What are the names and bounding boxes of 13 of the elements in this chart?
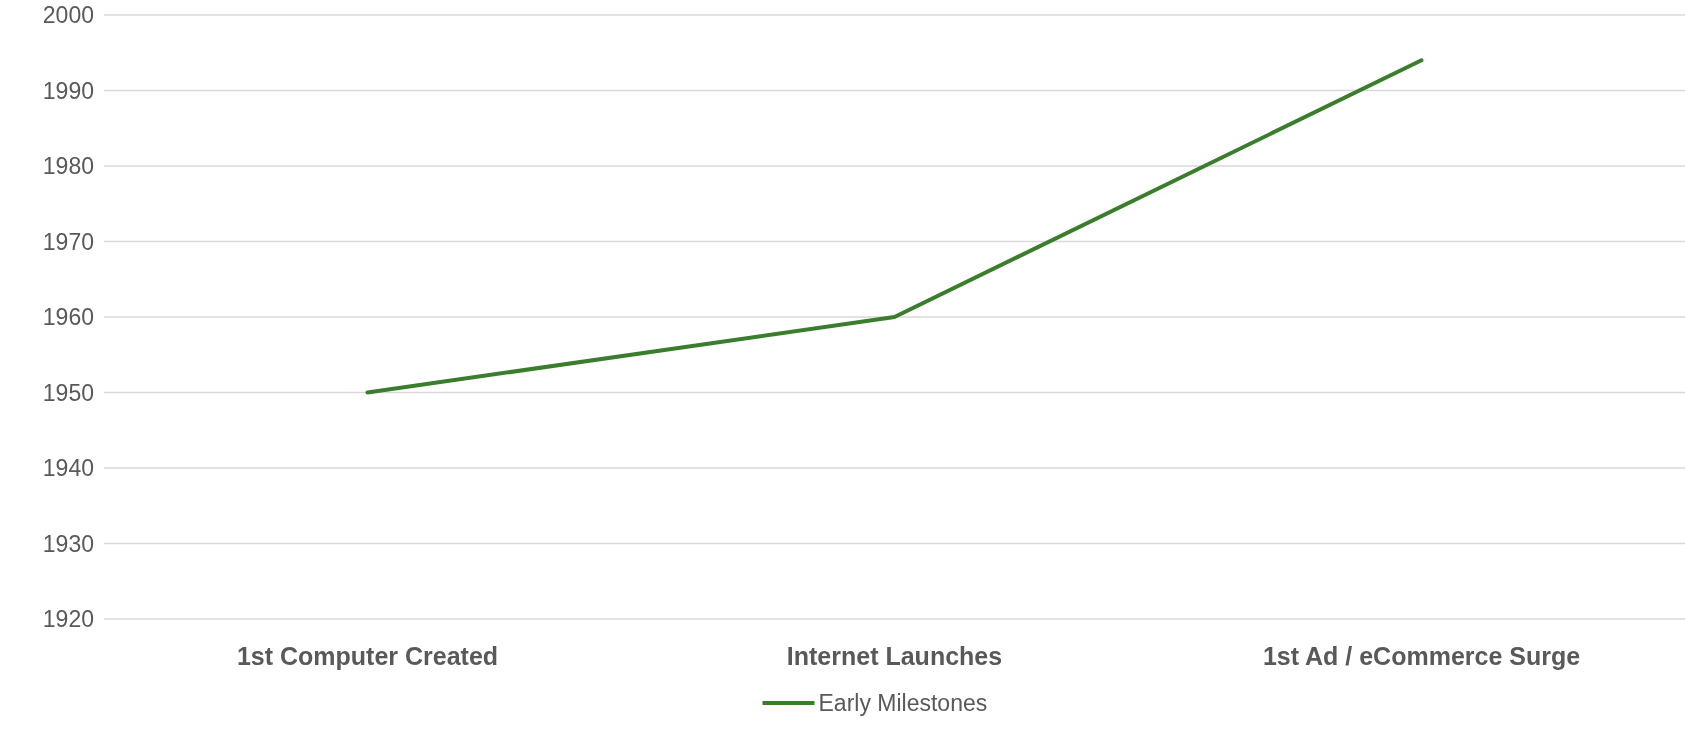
legend-label: Early Milestones (818, 690, 988, 717)
y-tick-label: 1930 (42, 530, 94, 557)
y-tick-label: 1970 (42, 228, 94, 255)
y-tick-label: 1950 (42, 379, 94, 406)
y-tick-label: 1960 (42, 304, 94, 331)
y-tick-label: 1920 (42, 606, 94, 633)
y-tick-label: 1940 (42, 455, 94, 482)
y-tick-label: 1990 (42, 77, 94, 104)
x-tick-label: Internet Launches (786, 642, 1003, 670)
y-tick-label: 1980 (42, 153, 94, 180)
y-tick-label: 2000 (42, 2, 94, 29)
x-tick-label: 1st Computer Created (236, 642, 499, 670)
x-tick-label: 1st Ad / eCommerce Surge (1262, 642, 1581, 670)
